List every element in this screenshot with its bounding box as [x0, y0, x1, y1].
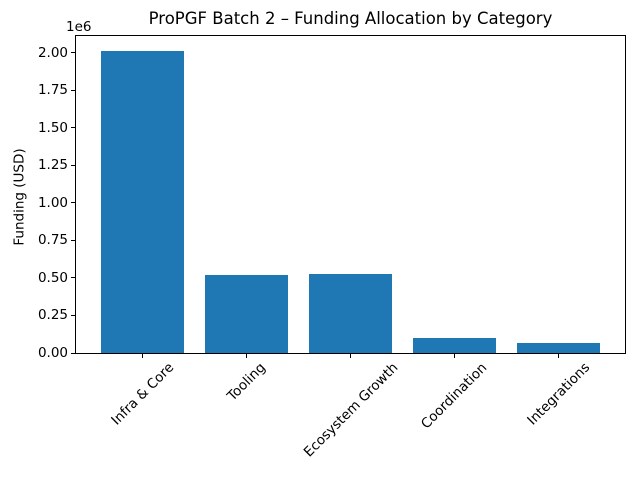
y-tick-mark	[71, 352, 75, 354]
y-tick-label: 1.50	[37, 119, 68, 136]
y-tick-label: 2.00	[37, 44, 68, 61]
y-tick-label: 0.50	[37, 269, 68, 286]
y-tick-mark	[71, 239, 75, 241]
y-tick-label: 1.25	[37, 157, 68, 174]
y-tick-mark	[71, 89, 75, 91]
bar	[516, 343, 601, 353]
y-tick-mark	[71, 314, 75, 316]
y-tick-label: 1.00	[37, 194, 68, 211]
bar	[100, 51, 185, 353]
y-tick-mark	[71, 127, 75, 129]
x-tick-label: Integrations	[524, 359, 594, 429]
x-tick-mark	[142, 354, 144, 358]
x-tick-label: Infra & Core	[108, 359, 178, 429]
x-tick-mark	[350, 354, 351, 358]
y-tick-label: 1.75	[37, 82, 68, 99]
y-tick-mark	[71, 277, 75, 279]
x-tick-label: Tooling	[224, 359, 269, 405]
bar	[204, 274, 289, 353]
x-tick-mark	[557, 354, 559, 358]
y-tick-label: 0.25	[37, 307, 68, 324]
y-tick-mark	[71, 52, 75, 54]
bar	[412, 337, 497, 353]
y-tick-mark	[71, 202, 75, 204]
y-axis-offset-text: 1e6	[66, 19, 92, 35]
x-tick-label: Coordination	[418, 359, 491, 433]
y-tick-label: 0.75	[37, 232, 68, 249]
x-tick-mark	[246, 354, 248, 358]
y-tick-mark	[71, 164, 75, 166]
bar	[308, 274, 393, 353]
x-tick-mark	[453, 354, 455, 358]
x-tick-label: Ecosystem Growth	[300, 359, 401, 461]
chart-title: ProPGF Batch 2 – Funding Allocation by C…	[148, 9, 553, 28]
plot-area: 1e6 0.00 0.25 0.50 0.75 1.00 1.25 1.50 1.75 2.00…	[38, 19, 626, 460]
y-tick-label: 0.00	[37, 345, 68, 361]
